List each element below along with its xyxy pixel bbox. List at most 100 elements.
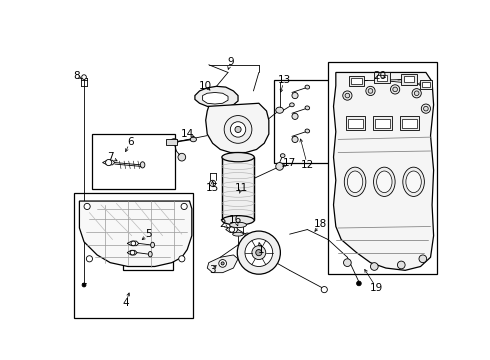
Ellipse shape [222,153,254,162]
Polygon shape [102,160,115,165]
Bar [401,74,416,85]
Circle shape [224,116,252,143]
Text: 8: 8 [73,71,80,81]
Circle shape [419,255,427,263]
Bar [349,76,365,86]
Circle shape [230,180,237,186]
Circle shape [181,203,187,210]
Circle shape [366,86,375,95]
Circle shape [343,259,351,266]
Ellipse shape [403,167,424,197]
Polygon shape [79,201,192,266]
Circle shape [321,287,327,293]
Circle shape [131,241,136,246]
Ellipse shape [171,139,178,145]
Ellipse shape [347,171,363,193]
Text: 14: 14 [181,129,194,139]
Text: 12: 12 [301,160,314,170]
Circle shape [415,91,419,95]
Ellipse shape [344,167,366,197]
Bar [328,62,438,274]
Bar [402,119,416,128]
Polygon shape [195,86,238,108]
Circle shape [292,93,298,99]
Bar [346,116,365,130]
Circle shape [292,113,298,120]
Circle shape [256,249,262,256]
Circle shape [345,93,350,98]
Text: 6: 6 [127,137,134,147]
Text: 7: 7 [107,152,114,162]
Text: 13: 13 [278,75,291,85]
Text: 3: 3 [209,265,216,275]
Circle shape [370,263,378,270]
Circle shape [391,85,400,94]
Ellipse shape [377,171,392,193]
Polygon shape [203,93,228,104]
Text: 9: 9 [227,58,234,67]
Circle shape [130,250,135,255]
Circle shape [245,239,273,266]
Ellipse shape [190,137,196,142]
Polygon shape [207,255,238,273]
Ellipse shape [229,222,246,228]
Bar [420,80,432,89]
Bar [375,119,390,128]
Text: 19: 19 [370,283,383,293]
Bar [377,75,388,81]
Ellipse shape [233,232,244,236]
Circle shape [230,122,245,137]
Bar [122,236,172,270]
Bar [92,134,175,189]
Circle shape [82,75,86,80]
Ellipse shape [305,85,310,89]
Circle shape [84,203,90,210]
Polygon shape [127,250,137,255]
Circle shape [423,106,428,111]
Circle shape [421,104,431,113]
Circle shape [368,89,373,93]
Ellipse shape [290,103,294,107]
Circle shape [86,256,93,262]
Bar [373,116,392,130]
Ellipse shape [406,171,421,193]
Ellipse shape [276,107,284,113]
Bar [348,119,363,128]
Ellipse shape [150,242,154,248]
Circle shape [252,246,266,260]
Ellipse shape [140,162,145,168]
Text: 18: 18 [314,219,327,229]
Circle shape [82,283,86,287]
Circle shape [393,87,397,92]
Text: 15: 15 [206,183,219,193]
Text: 17: 17 [283,158,296,167]
Ellipse shape [305,106,310,110]
Ellipse shape [245,233,249,237]
Polygon shape [127,241,139,246]
Ellipse shape [305,129,310,133]
Ellipse shape [373,167,395,197]
Text: 2: 2 [220,219,226,229]
Text: 10: 10 [198,81,212,91]
Bar [274,80,334,163]
Circle shape [210,180,216,186]
Text: 20: 20 [373,71,386,81]
Circle shape [219,260,226,267]
Circle shape [343,91,352,100]
Bar [222,157,254,220]
Circle shape [179,256,185,262]
Circle shape [178,153,186,161]
Polygon shape [226,226,238,233]
Ellipse shape [148,252,152,257]
Text: 5: 5 [146,229,152,239]
Bar [400,116,419,130]
Circle shape [237,231,280,274]
Bar [351,78,362,84]
Bar [374,72,390,83]
Circle shape [106,159,112,166]
Polygon shape [206,103,269,153]
Circle shape [292,136,298,143]
Ellipse shape [280,154,285,158]
Circle shape [235,126,241,132]
Text: 16: 16 [229,215,243,225]
